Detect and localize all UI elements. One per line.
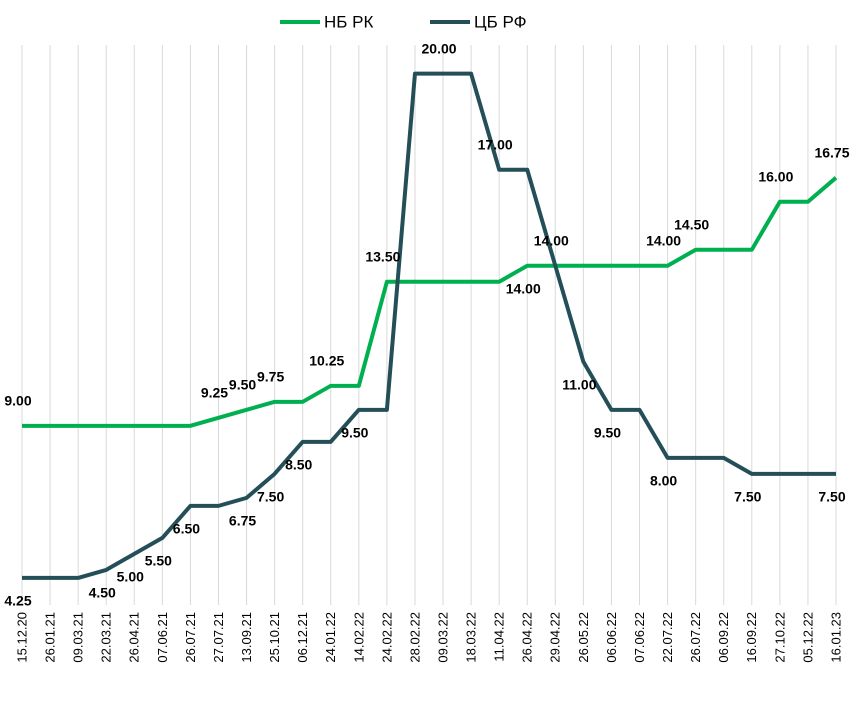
data-label: 14.50 (674, 216, 709, 232)
data-label: 6.75 (229, 513, 256, 529)
x-tick-label: 18.03.22 (464, 612, 479, 663)
x-tick-label: 22.03.21 (99, 612, 114, 663)
legend-label: ЦБ РФ (474, 12, 527, 31)
x-tick-label: 27.10.22 (772, 612, 787, 663)
line (22, 71, 836, 580)
x-tick-label: 13.09.21 (239, 612, 254, 663)
data-label: 8.50 (285, 457, 312, 473)
line (22, 176, 838, 428)
x-tick-label: 26.04.22 (520, 612, 535, 663)
x-tick-label: 24.01.22 (323, 612, 338, 663)
data-label: 7.50 (818, 489, 845, 505)
data-label: 4.25 (4, 593, 31, 609)
data-label: 9.50 (229, 377, 256, 393)
x-tick-label: 11.04.22 (492, 612, 507, 662)
data-label: 9.00 (4, 393, 31, 409)
data-label: 9.50 (594, 425, 621, 441)
x-tick-label: 22.07.22 (660, 612, 675, 663)
x-tick-label: 07.06.22 (632, 612, 647, 663)
x-tick-label: 26.04.21 (127, 612, 142, 663)
x-tick-label: 26.07.22 (688, 612, 703, 663)
x-tick-label: 27.07.21 (211, 612, 226, 663)
x-tick-label: 25.10.21 (267, 612, 282, 663)
data-label: 6.50 (173, 521, 200, 537)
data-label: 14.00 (534, 232, 569, 248)
data-label: 16.00 (758, 168, 793, 184)
x-tick-label: 15.12.20 (14, 612, 29, 663)
data-label: 9.50 (341, 425, 368, 441)
data-label: 9.75 (257, 369, 284, 385)
data-label: 7.50 (257, 489, 284, 505)
legend-label: НБ РК (324, 12, 373, 31)
data-label: 8.00 (650, 473, 677, 489)
x-tick-label: 16.09.22 (744, 612, 759, 663)
data-label: 17.00 (478, 136, 513, 152)
x-tick-label: 26.07.21 (183, 612, 198, 663)
x-tick-label: 26.01.21 (43, 612, 58, 663)
x-tick-label: 14.02.22 (351, 612, 366, 663)
data-label: 13.50 (365, 248, 400, 264)
x-tick-label: 26.05.22 (576, 612, 591, 663)
data-label: 4.50 (89, 585, 116, 601)
x-tick-label: 06.12.21 (295, 612, 310, 663)
x-tick-label: 29.04.22 (548, 612, 563, 663)
data-label: 5.50 (145, 553, 172, 569)
x-tick-label: 28.02.22 (407, 612, 422, 663)
x-tick-label: 07.06.21 (155, 612, 170, 663)
x-tick-label: 06.06.22 (604, 612, 619, 663)
x-tick-label: 24.02.22 (379, 612, 394, 663)
data-label: 16.75 (814, 144, 849, 160)
data-label: 10.25 (309, 353, 344, 369)
data-label: 14.00 (506, 280, 541, 296)
x-tick-label: 05.12.22 (800, 612, 815, 663)
data-label: 11.00 (562, 377, 596, 393)
data-label: 20.00 (422, 40, 457, 56)
x-tick-label: 16.01.23 (828, 612, 843, 663)
x-tick-label: 06.09.22 (716, 612, 731, 663)
data-label: 9.25 (201, 385, 228, 401)
data-label: 7.50 (734, 489, 761, 505)
data-label: 14.00 (646, 232, 681, 248)
x-tick-label: 09.03.21 (71, 612, 86, 663)
data-label: 5.00 (117, 569, 144, 585)
x-tick-label: 09.03.22 (435, 612, 450, 663)
